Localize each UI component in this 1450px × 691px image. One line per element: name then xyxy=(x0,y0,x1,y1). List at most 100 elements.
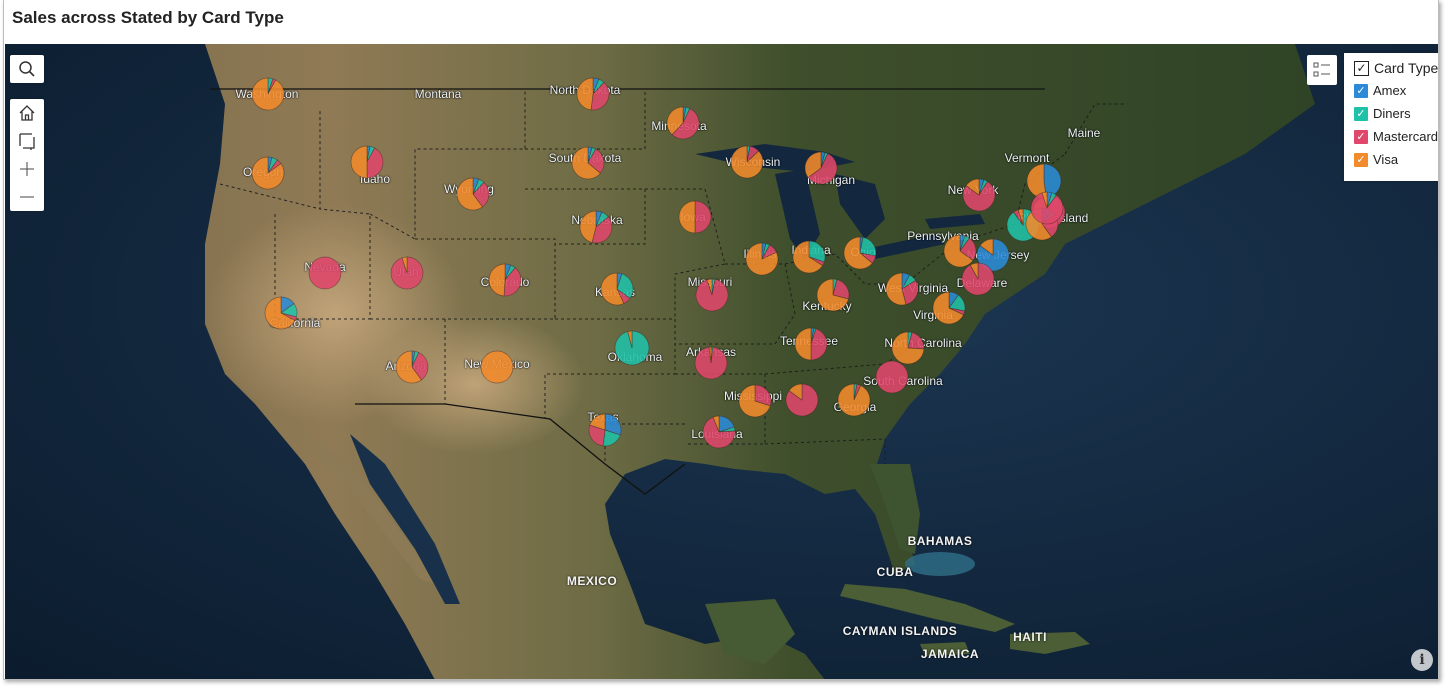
pie-slice-visa[interactable] xyxy=(350,145,368,179)
map-canvas[interactable]: WashingtonMontanaNorth DakotaOregonIdaho… xyxy=(5,44,1438,680)
pie-slice-visa[interactable] xyxy=(816,278,849,312)
zoom-in-button[interactable] xyxy=(10,155,44,183)
pie-slice-mastercard[interactable] xyxy=(754,384,772,407)
pie-marker-illinois[interactable] xyxy=(745,242,779,276)
pie-slice-visa[interactable] xyxy=(965,178,980,196)
pie-slice-visa[interactable] xyxy=(804,151,822,178)
pie-slice-visa[interactable] xyxy=(788,383,803,401)
pie-marker-minnesota[interactable] xyxy=(666,106,700,140)
pie-slice-visa[interactable] xyxy=(837,383,871,417)
pie-slice-diners[interactable] xyxy=(808,240,826,263)
pie-slice-mastercard[interactable] xyxy=(588,424,606,447)
pie-slice-visa[interactable] xyxy=(745,242,779,276)
pie-marker-michigan[interactable] xyxy=(804,151,838,185)
pie-slice-visa[interactable] xyxy=(792,240,823,274)
pie-slice-visa[interactable] xyxy=(1041,191,1048,209)
pie-marker-tennessee[interactable] xyxy=(794,327,828,361)
home-button[interactable] xyxy=(10,99,44,127)
info-button[interactable]: i xyxy=(1411,649,1433,671)
pie-slice-mastercard[interactable] xyxy=(590,81,610,111)
pie-slice-visa[interactable] xyxy=(480,350,514,384)
pie-marker-alabama[interactable] xyxy=(785,383,819,417)
pie-slice-visa[interactable] xyxy=(456,177,483,211)
pie-marker-pennsylvania[interactable] xyxy=(943,234,977,268)
pie-slice-visa[interactable] xyxy=(395,350,422,384)
zoom-out-button[interactable] xyxy=(10,183,44,211)
pie-marker-idaho[interactable] xyxy=(350,145,384,179)
legend-toggle-button[interactable] xyxy=(1307,55,1337,85)
pie-marker-maryland[interactable] xyxy=(1030,191,1064,225)
legend-item-diners[interactable]: ✓ Diners xyxy=(1344,102,1438,125)
pie-slice-mastercard[interactable] xyxy=(875,360,909,394)
pie-marker-kentucky[interactable] xyxy=(816,278,850,312)
pie-marker-delaware[interactable] xyxy=(961,262,995,296)
pie-slice-visa[interactable] xyxy=(969,262,979,280)
pie-slice-visa[interactable] xyxy=(1017,208,1024,226)
pie-marker-iowa[interactable] xyxy=(678,200,712,234)
pie-slice-visa[interactable] xyxy=(579,210,597,243)
pie-markers-layer[interactable] xyxy=(5,44,1438,680)
pie-marker-north-dakota[interactable] xyxy=(576,77,610,111)
pie-marker-ohio[interactable] xyxy=(843,236,877,270)
pie-slice-mastercard[interactable] xyxy=(671,108,700,140)
pie-slice-visa[interactable] xyxy=(251,77,285,111)
pie-slice-visa[interactable] xyxy=(730,145,764,179)
pie-slice-visa[interactable] xyxy=(401,256,408,274)
pie-marker-indiana[interactable] xyxy=(792,240,826,274)
pie-slice-visa[interactable] xyxy=(627,330,633,349)
pie-slice-visa[interactable] xyxy=(600,272,625,306)
pie-slice-mastercard[interactable] xyxy=(962,181,996,212)
pie-marker-arizona[interactable] xyxy=(395,350,429,384)
pie-slice-visa[interactable] xyxy=(251,156,285,190)
pie-marker-colorado[interactable] xyxy=(488,263,522,297)
legend-title-toggle[interactable]: ✓ Card Type xyxy=(1344,53,1438,76)
pie-slice-diners[interactable] xyxy=(616,273,634,299)
legend-item-mastercard[interactable]: ✓ Mastercard xyxy=(1344,125,1438,148)
pie-slice-mastercard[interactable] xyxy=(587,148,605,174)
pie-marker-texas[interactable] xyxy=(588,413,622,447)
pie-slice-visa[interactable] xyxy=(488,263,506,297)
pie-slice-visa[interactable] xyxy=(843,236,873,270)
rect-select-button[interactable] xyxy=(10,127,44,155)
pie-marker-mississippi[interactable] xyxy=(738,384,772,418)
pie-marker-oklahoma[interactable] xyxy=(614,330,650,366)
pie-slice-visa[interactable] xyxy=(666,106,684,136)
pie-marker-kansas[interactable] xyxy=(600,272,634,306)
pie-slice-visa[interactable] xyxy=(678,200,696,234)
pie-slice-mastercard[interactable] xyxy=(695,278,729,312)
pie-marker-virginia[interactable] xyxy=(932,291,966,325)
pie-marker-nevada[interactable] xyxy=(308,256,342,290)
pie-slice-visa[interactable] xyxy=(708,346,712,364)
pie-slice-mastercard[interactable] xyxy=(472,181,490,208)
pie-slice-mastercard[interactable] xyxy=(503,267,522,297)
pie-slice-amex[interactable] xyxy=(604,413,622,436)
pie-slice-mastercard[interactable] xyxy=(810,328,828,361)
pie-slice-visa[interactable] xyxy=(943,234,974,268)
pie-marker-new-york[interactable] xyxy=(962,178,996,212)
pie-marker-louisiana[interactable] xyxy=(702,415,736,449)
pie-slice-visa[interactable] xyxy=(885,272,907,306)
pie-marker-wyoming[interactable] xyxy=(456,177,490,211)
pie-marker-south-carolina[interactable] xyxy=(875,360,909,394)
search-button[interactable] xyxy=(10,55,44,83)
pie-slice-visa[interactable] xyxy=(794,327,812,361)
pie-slice-mastercard[interactable] xyxy=(1030,192,1064,225)
pie-marker-south-dakota[interactable] xyxy=(571,146,605,180)
legend-item-amex[interactable]: ✓ Amex xyxy=(1344,79,1438,102)
pie-slice-visa[interactable] xyxy=(576,77,594,111)
pie-slice-visa[interactable] xyxy=(979,238,994,256)
pie-marker-vermont[interactable] xyxy=(1026,163,1062,199)
pie-marker-wisconsin[interactable] xyxy=(730,145,764,179)
pie-marker-missouri[interactable] xyxy=(695,278,729,312)
pie-slice-mastercard[interactable] xyxy=(366,147,384,179)
pie-marker-west-virginia[interactable] xyxy=(885,272,919,306)
pie-marker-utah[interactable] xyxy=(390,256,424,290)
pie-slice-mastercard[interactable] xyxy=(901,279,919,305)
pie-slice-visa[interactable] xyxy=(738,384,771,418)
pie-slice-visa[interactable] xyxy=(264,296,296,330)
pie-marker-north-carolina[interactable] xyxy=(891,331,925,365)
pie-marker-nebraska[interactable] xyxy=(579,210,613,244)
pie-marker-new-mexico[interactable] xyxy=(480,350,514,384)
pie-slice-mastercard[interactable] xyxy=(694,200,712,234)
pie-marker-oregon[interactable] xyxy=(251,156,285,190)
